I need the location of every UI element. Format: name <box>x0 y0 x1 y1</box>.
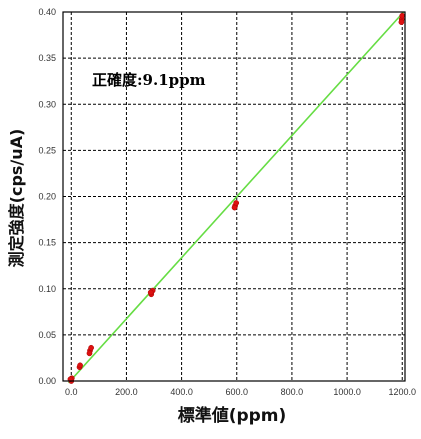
y-tick-label: 0.40 <box>38 7 56 17</box>
x-tick-label: 600.0 <box>225 387 248 397</box>
x-tick-label: 1200.0 <box>388 387 416 397</box>
x-tick-label: 200.0 <box>115 387 138 397</box>
axes <box>62 11 406 382</box>
data-point <box>88 344 94 351</box>
y-tick-label: 0.20 <box>38 192 56 202</box>
y-tick-label: 0.10 <box>38 284 56 294</box>
plot-frame <box>62 11 406 382</box>
accuracy-annotation: 正確度:9.1ppm <box>92 71 206 89</box>
x-axis-title: 標準値(ppm) <box>178 405 287 426</box>
fit-line-group <box>67 11 405 384</box>
data-point <box>399 12 406 19</box>
data-points <box>67 12 406 384</box>
y-tick-labels: 0.00 0.05 0.10 0.15 0.20 0.25 0.30 0.35 0.40 <box>38 7 56 386</box>
y-tick-label: 0.00 <box>38 376 56 386</box>
y-tick-label: 0.25 <box>38 145 56 155</box>
x-tick-label: 400.0 <box>170 387 193 397</box>
data-point <box>147 289 154 296</box>
x-tick-label: 1000.0 <box>333 387 361 397</box>
y-tick-label: 0.35 <box>38 53 56 63</box>
data-point <box>86 350 93 357</box>
y-tick-label: 0.15 <box>38 238 56 248</box>
data-point <box>231 204 238 211</box>
x-tick-label: 800.0 <box>281 387 304 397</box>
x-tick-labels: 0.0 200.0 400.0 600.0 800.0 1000.0 1200.0 <box>65 387 416 397</box>
fit-line <box>67 11 405 384</box>
x-tick-label: 0.0 <box>65 387 78 397</box>
data-point <box>398 19 405 25</box>
y-tick-label: 0.05 <box>38 330 56 340</box>
y-axis-title: 測定強度(cps/uA) <box>7 129 26 268</box>
data-point <box>77 362 83 369</box>
y-tick-label: 0.30 <box>38 99 56 109</box>
